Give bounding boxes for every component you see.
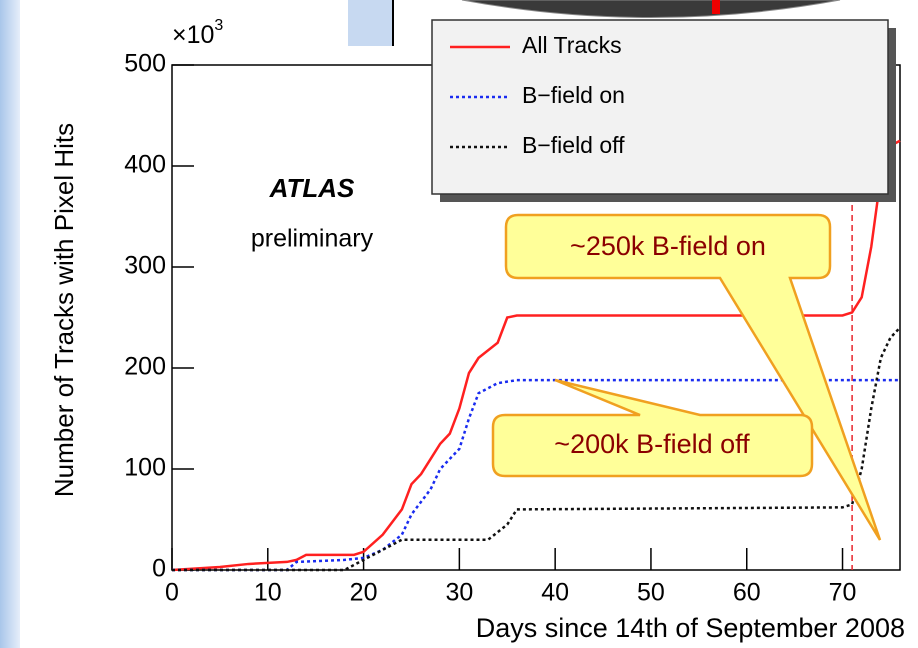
- y-tick-label: 300: [124, 252, 166, 280]
- detector-image: [461, 0, 841, 18]
- y-multiplier-exp: 3: [214, 17, 223, 34]
- x-axis-label: Days since 14th of September 2008: [476, 613, 905, 643]
- y-tick-label: 0: [152, 555, 166, 583]
- callout-text: ~250k B-field on: [570, 231, 766, 261]
- x-tick-label: 10: [254, 579, 282, 607]
- callout-text: ~200k B-field off: [554, 429, 750, 459]
- series-line: [172, 326, 901, 572]
- x-tick-label: 30: [445, 579, 473, 607]
- x-tick-label: 40: [541, 579, 569, 607]
- x-tick-label: 0: [165, 579, 179, 607]
- y-multiplier-base: ×10: [172, 21, 214, 49]
- callout-shape: [491, 378, 814, 478]
- x-tick-label: 50: [637, 579, 665, 607]
- y-tick-label: 400: [124, 151, 166, 179]
- x-tick-label: 20: [350, 579, 378, 607]
- y-tick-label: 500: [124, 50, 166, 78]
- y-multiplier: ×103: [172, 17, 223, 48]
- top-panel: [348, 0, 394, 46]
- x-tick-label: 60: [733, 579, 761, 607]
- callout-on: ~250k B-field on: [504, 213, 882, 541]
- side-strip: [0, 0, 20, 648]
- atlas-label: ATLAS: [269, 173, 355, 203]
- callout-off: ~200k B-field off: [491, 378, 814, 478]
- y-axis-label: Number of Tracks with Pixel Hits: [49, 123, 79, 497]
- y-tick-label: 200: [124, 353, 166, 381]
- y-tick-label: 100: [124, 454, 166, 482]
- x-tick-label: 70: [829, 579, 857, 607]
- legend-label: B−field off: [522, 132, 625, 158]
- legend-label: All Tracks: [522, 32, 622, 58]
- legend-label: B−field on: [522, 82, 625, 108]
- preliminary-label: preliminary: [251, 225, 374, 253]
- series-line: [171, 139, 901, 572]
- legend: All Tracks B−field on B−field off: [431, 19, 896, 202]
- legend-box: [431, 19, 889, 195]
- callout-shape: [504, 213, 882, 541]
- detector-marker: [712, 0, 720, 14]
